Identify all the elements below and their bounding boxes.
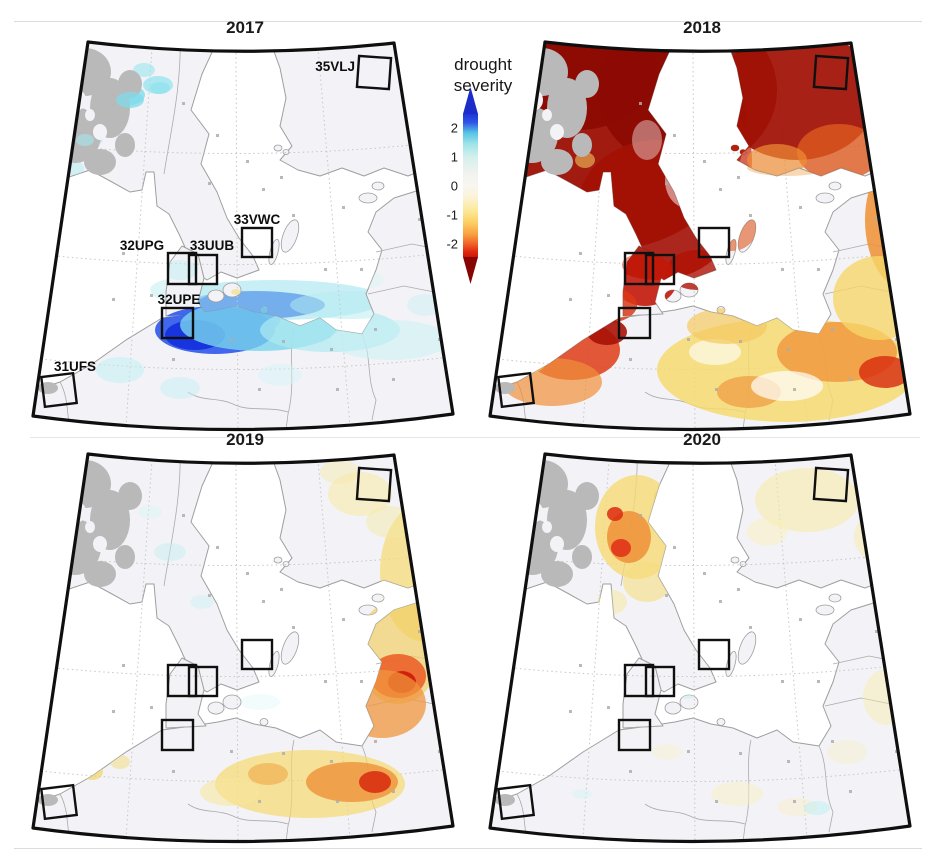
figure-top-border — [14, 21, 922, 22]
tile-box-32UPE — [617, 718, 652, 752]
tile-box-35VLJ — [812, 54, 850, 91]
tile-box-32UPE — [160, 306, 195, 340]
tile-label-32UPG: 32UPG — [120, 238, 164, 253]
colorbar-title-line1: drought — [454, 55, 512, 74]
map-frame — [31, 40, 455, 432]
tile-box-32UPG — [623, 663, 655, 698]
sea-anomaly-layer — [240, 694, 280, 710]
map-panel-2019: 2019 — [30, 430, 460, 846]
panel-title-2017: 2017 — [226, 18, 264, 37]
tile-box-32UPG — [166, 663, 198, 698]
tile-box-32UPE — [160, 718, 195, 752]
colorbar-tick--2: -2 — [446, 237, 458, 252]
tile-box-32UPG — [166, 251, 198, 286]
tile-box-31UFS — [496, 371, 536, 409]
colorbar-gradient-bar — [463, 114, 478, 257]
colorbar-svg: drought severity 2 1 0 -1 -2 — [446, 55, 513, 284]
map-panel-2017: 2017 35VLJ 33VWC 32UPG 33UUB 32UPE 31UFS — [30, 18, 460, 434]
tile-box-33VWC — [697, 638, 731, 671]
tile-box-31UFS — [39, 371, 79, 409]
tile-label-33UUB: 33UUB — [190, 238, 235, 253]
tile-box-33UUB — [644, 665, 676, 698]
tile-box-35VLJ — [355, 54, 393, 91]
tile-boxes — [496, 466, 850, 821]
tile-box-35VLJ — [812, 466, 850, 503]
panel-title-2018: 2018 — [683, 18, 721, 37]
tile-box-33UUB — [187, 253, 219, 286]
map-panel-2018: 2018 — [487, 18, 917, 434]
colorbar-arrow-down — [463, 257, 478, 284]
drought-map-2017: 35VLJ 33VWC 32UPG 33UUB 32UPE 31UFS — [31, 40, 455, 432]
tile-boxes — [496, 54, 850, 409]
colorbar-tick-1: 1 — [451, 150, 458, 165]
map-frame — [31, 452, 455, 844]
tile-box-33UUB — [644, 253, 676, 286]
tile-box-32UPG — [623, 251, 655, 286]
tile-boxes — [39, 466, 393, 821]
anomaly-over-nodata — [76, 82, 170, 146]
tile-box-33VWC — [240, 226, 274, 259]
figure-bottom-border — [14, 848, 922, 849]
colorbar-tick--1: -1 — [446, 208, 458, 223]
colorbar-tick-2: 2 — [451, 121, 458, 136]
tile-boxes: 35VLJ 33VWC 32UPG 33UUB 32UPE 31UFS — [39, 54, 393, 409]
map-frame — [488, 452, 912, 844]
tile-label-35VLJ: 35VLJ — [315, 59, 355, 74]
tile-label-32UPE: 32UPE — [158, 292, 201, 307]
figure-middle-border — [30, 437, 920, 438]
tile-label-31UFS: 31UFS — [54, 359, 96, 374]
tile-box-31UFS — [496, 783, 536, 821]
tile-box-33UUB — [187, 665, 219, 698]
colorbar-arrow-up — [463, 87, 478, 114]
colorbar-tick-0: 0 — [451, 179, 458, 194]
drought-map-2018 — [488, 40, 912, 432]
tile-label-33VWC: 33VWC — [234, 212, 281, 227]
tile-box-32UPE — [617, 306, 652, 340]
tile-box-31UFS — [39, 783, 79, 821]
drought-map-2020 — [488, 452, 912, 844]
colorbar: drought severity 2 1 0 -1 -2 — [437, 50, 547, 300]
map-frame — [488, 40, 912, 432]
tile-box-35VLJ — [355, 466, 393, 503]
colorbar-title-line2: severity — [454, 76, 513, 95]
tile-box-33VWC — [240, 638, 274, 671]
map-panel-2020: 2020 — [487, 430, 917, 846]
panel-title-2020: 2020 — [683, 430, 721, 449]
panel-title-2019: 2019 — [226, 430, 264, 449]
drought-map-2019 — [31, 452, 455, 844]
tile-box-33VWC — [697, 226, 731, 259]
